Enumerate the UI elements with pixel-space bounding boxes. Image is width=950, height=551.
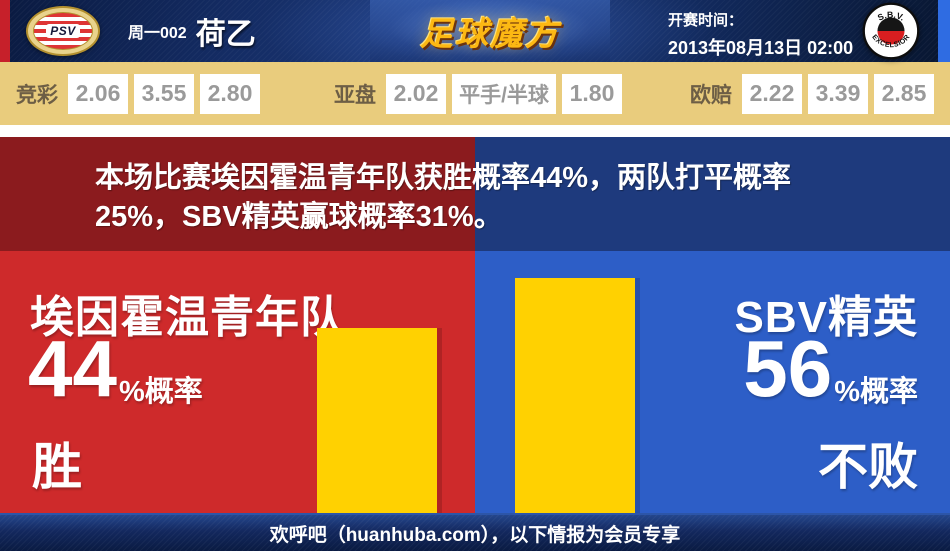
odds-group-label: 竞彩 [16, 83, 58, 107]
analysis-banner: 本场比赛埃因霍温青年队获胜概率44%，两队打平概率 25%，SBV精英赢球概率3… [0, 137, 950, 251]
banner-red-background [0, 137, 475, 251]
odds-group-label: 欧赔 [690, 83, 732, 107]
analysis-line-1: 本场比赛埃因霍温青年队获胜概率44%，两队打平概率 [95, 162, 792, 194]
odds-value-home: 2.06 [68, 73, 128, 114]
psv-badge-stripes: PSV [33, 12, 93, 50]
svg-text:S.B.V.: S.B.V. [876, 9, 907, 22]
odds-value-home: 2.22 [742, 73, 802, 114]
probability-bar-away [515, 278, 635, 513]
league-name: 荷乙 [195, 18, 256, 51]
match-info: 周一002 荷乙 [128, 0, 256, 62]
match-number: 周一002 [128, 25, 187, 42]
home-probability: 44 %概率 [28, 324, 203, 413]
away-percent-value: 56 [743, 324, 833, 413]
odds-value-away: 2.80 [200, 73, 260, 114]
odds-value-away: 1.80 [562, 73, 622, 114]
kickoff-info: 开赛时间： 2013年08月13日 02:00 [668, 9, 853, 60]
kickoff-label: 开赛时间： [668, 12, 744, 29]
sbv-badge-bottom-half [877, 31, 905, 45]
odds-group-european: 欧赔 2.22 3.39 2.85 [690, 62, 934, 125]
away-percent-suffix: %概率 [834, 376, 918, 408]
odds-group-jingcai: 竞彩 2.06 3.55 2.80 [16, 62, 260, 125]
away-panel: SBV精英 56 %概率 不败 [475, 251, 950, 513]
probability-chart: 埃因霍温青年队 44 %概率 胜 SBV精英 56 %概率 不败 [0, 251, 950, 513]
sbv-excelsior-logo: S.B.V. EXCELSIOR [862, 2, 920, 60]
odds-bar: 竞彩 2.06 3.55 2.80 亚盘 2.02 平手/半球 1.80 欧赔 … [0, 62, 950, 125]
home-percent-suffix: %概率 [118, 376, 203, 408]
handicap-line: 平手/半球 [452, 73, 556, 114]
footer: 欢呼吧（huanhuba.com），以下情报为会员专享 [0, 513, 950, 551]
odds-value-draw: 3.55 [134, 73, 194, 114]
home-panel: 埃因霍温青年队 44 %概率 胜 [0, 251, 475, 513]
home-percent-value: 44 [28, 324, 117, 413]
brand-logo-text: 足球魔方 [420, 15, 560, 52]
odds-group-label: 亚盘 [334, 83, 376, 107]
odds-value-home: 2.02 [386, 73, 446, 114]
psv-badge-label: PSV [46, 24, 80, 38]
banner-blue-background [475, 137, 950, 251]
right-accent-stripe [938, 0, 950, 62]
analysis-text: 本场比赛埃因霍温青年队获胜概率44%，两队打平概率 25%，SBV精英赢球概率3… [95, 159, 791, 237]
kickoff-time: 2013年08月13日 02:00 [668, 38, 854, 58]
separator-strip [0, 125, 950, 137]
away-probability: 56 %概率 [743, 324, 918, 413]
away-team-name: SBV精英 [734, 293, 918, 342]
psv-logo: PSV [26, 6, 100, 56]
footer-text: 欢呼吧（huanhuba.com），以下情报为会员专享 [269, 524, 681, 546]
odds-value-away: 2.85 [874, 73, 934, 114]
sbv-badge-top-half [877, 17, 905, 31]
sbv-badge-top-text: S.B.V. [876, 9, 907, 22]
brand-logo[interactable]: 足球魔方 [370, 0, 610, 62]
away-outcome-label: 不败 [818, 439, 918, 495]
home-team-name: 埃因霍温青年队 [30, 293, 345, 342]
probability-bar-home [317, 328, 437, 513]
header: PSV 周一002 荷乙 足球魔方 开赛时间： 2013年08月13日 02:0… [0, 0, 950, 62]
left-accent-stripe [0, 0, 10, 62]
odds-group-asian-handicap: 亚盘 2.02 平手/半球 1.80 [334, 62, 622, 125]
home-outcome-label: 胜 [32, 439, 82, 495]
odds-value-draw: 3.39 [808, 73, 868, 114]
analysis-line-2: 25%，SBV精英赢球概率31%。 [95, 201, 503, 233]
psv-badge-ring: PSV [26, 6, 100, 56]
